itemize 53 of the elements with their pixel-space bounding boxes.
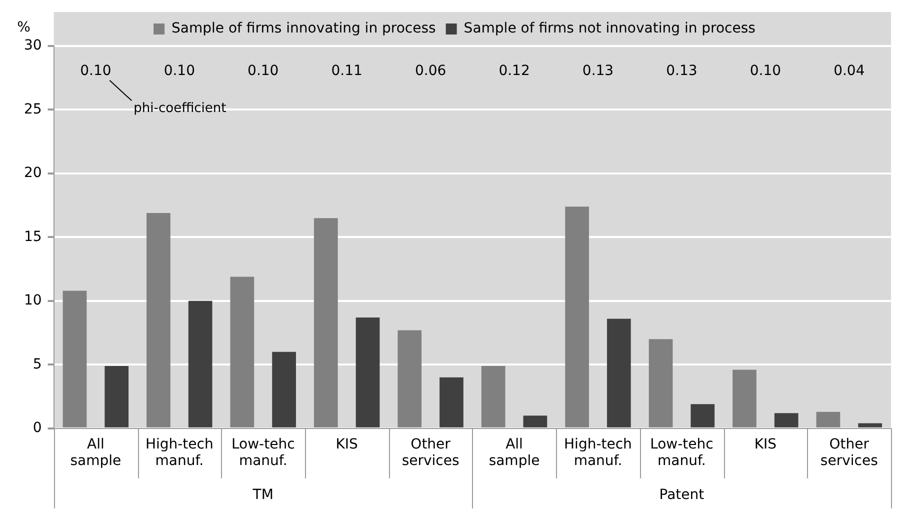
y-tick-label: 15 (24, 228, 42, 245)
x-tick-label: Low-tehc manuf. (231, 436, 295, 470)
bar (481, 366, 506, 428)
y-tick-label: 10 (24, 292, 42, 309)
bar (314, 218, 338, 428)
bar (690, 404, 715, 428)
x-tick-label: All sample (488, 436, 540, 470)
annotation: 0.10 (750, 63, 782, 80)
bar (146, 212, 170, 428)
x-tick-label: KIS (754, 436, 777, 452)
x-tick-label: High-tech manuf. (145, 436, 214, 470)
bar (62, 290, 87, 428)
bar (440, 377, 464, 428)
bar (858, 423, 882, 428)
bar (648, 339, 673, 428)
y-tick-label: 5 (32, 356, 42, 372)
x-tick-label: High-tech manuf. (564, 436, 632, 470)
bar (272, 352, 296, 428)
y-tick-label: 20 (24, 165, 42, 182)
bar (356, 318, 380, 428)
annotation: 0.10 (164, 63, 195, 80)
annotation: 0.11 (331, 63, 362, 80)
bar (565, 206, 589, 428)
bar (732, 370, 756, 428)
x-tick-label: KIS (336, 436, 358, 452)
bar (523, 416, 548, 428)
x-tick-label: Other services (402, 436, 460, 470)
bar (398, 330, 422, 428)
y-tick-label: 0 (32, 420, 42, 436)
bar (774, 413, 798, 428)
annotation: 0.10 (248, 63, 279, 80)
x-tick-label: All sample (70, 436, 122, 470)
annotation: 0.13 (582, 63, 614, 80)
annotation: 0.04 (834, 63, 865, 80)
bar (104, 366, 129, 428)
text: Patent (659, 487, 705, 504)
x-tick-label: Low-tehc manuf. (650, 436, 714, 470)
text: TM (252, 487, 274, 504)
annotation: 0.12 (498, 63, 530, 80)
y-axis-title: % (17, 20, 30, 36)
bar (230, 276, 254, 428)
bar (606, 318, 631, 428)
annotation: 0.13 (666, 63, 698, 80)
legend-label: Sample of firms not innovating in process (464, 20, 756, 37)
annotation: 0.06 (414, 63, 446, 80)
legend-label: Sample of firms innovating in process (172, 20, 436, 37)
bar (816, 412, 840, 428)
y-tick-label: 30 (24, 38, 42, 54)
bar (188, 300, 212, 428)
annotation: 0.10 (80, 63, 112, 80)
annotation: phi-coefficient (134, 101, 226, 116)
y-tick-label: 25 (24, 101, 42, 118)
x-tick-label: Other services (820, 436, 878, 470)
